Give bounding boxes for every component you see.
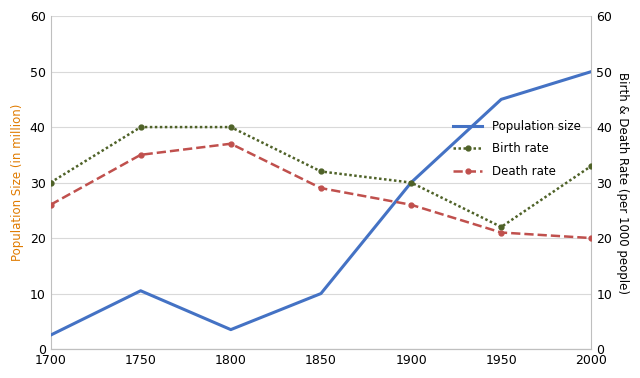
Population size [317,291,324,296]
Birth rate [588,164,595,168]
Birth rate [227,125,235,129]
Birth rate [137,125,145,129]
Line: Birth rate: Birth rate [48,125,594,229]
Birth rate [497,225,505,229]
Birth rate [47,180,54,185]
Population size [47,333,54,338]
Death rate [497,230,505,235]
Death rate [137,153,145,157]
Population size [407,180,415,185]
Y-axis label: Population Size (in million): Population Size (in million) [11,104,24,261]
Line: Death rate: Death rate [48,141,594,240]
Population size [497,97,505,102]
Legend: Population size, Birth rate, Death rate: Population size, Birth rate, Death rate [448,115,586,183]
Population size [588,69,595,74]
Death rate [47,203,54,207]
Death rate [317,186,324,191]
Birth rate [407,180,415,185]
Death rate [227,141,235,146]
Y-axis label: Birth & Death Rate (per 1000 people): Birth & Death Rate (per 1000 people) [616,71,629,294]
Birth rate [317,169,324,174]
Line: Population size: Population size [51,71,591,335]
Population size [137,288,145,293]
Death rate [407,203,415,207]
Population size [227,327,235,332]
Death rate [588,236,595,240]
